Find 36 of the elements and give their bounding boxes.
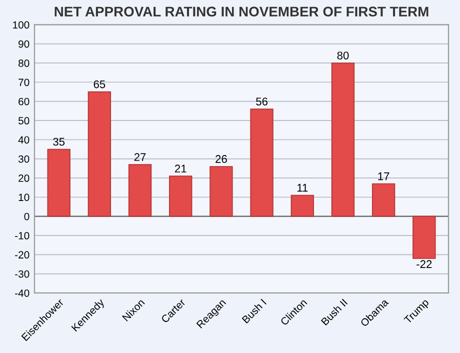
bar	[372, 183, 396, 217]
bar	[169, 176, 192, 217]
bar	[128, 164, 152, 217]
y-tick-label: 60	[18, 98, 30, 106]
bar	[331, 62, 355, 217]
y-tick-label: -30	[15, 270, 30, 278]
y-tick-label: 100	[13, 21, 30, 29]
y-tick-label: 10	[18, 194, 30, 202]
y-tick-label: -40	[15, 289, 30, 297]
bar	[250, 108, 274, 217]
data-label: 26	[216, 155, 227, 163]
bar	[290, 194, 314, 217]
y-tick-label: 90	[18, 40, 30, 48]
data-label: 17	[378, 172, 390, 180]
y-tick-label: 70	[18, 78, 30, 86]
data-label: 35	[53, 138, 65, 146]
data-label: 11	[297, 184, 308, 192]
bar	[88, 91, 112, 217]
data-label: -22	[416, 260, 432, 268]
y-tick-label: 40	[18, 136, 30, 144]
y-tick-label: -20	[15, 251, 30, 259]
bar	[412, 216, 436, 259]
y-tick-label: 80	[18, 60, 30, 67]
y-tick-label: -10	[15, 232, 30, 240]
y-tick-label: 20	[18, 174, 30, 182]
y-tick-label: 50	[18, 117, 30, 124]
bar	[47, 148, 70, 217]
data-label: 80	[337, 52, 349, 60]
y-tick-label: 30	[18, 155, 30, 163]
chart-title: NET APPROVAL RATING IN NOVEMBER OF FIRST TERM	[54, 6, 428, 17]
y-tick-label: 0	[24, 212, 30, 220]
data-label: 27	[134, 153, 146, 161]
data-label: 56	[256, 98, 268, 106]
data-label: 21	[175, 164, 186, 172]
bar	[210, 166, 233, 217]
data-label: 65	[94, 80, 106, 88]
